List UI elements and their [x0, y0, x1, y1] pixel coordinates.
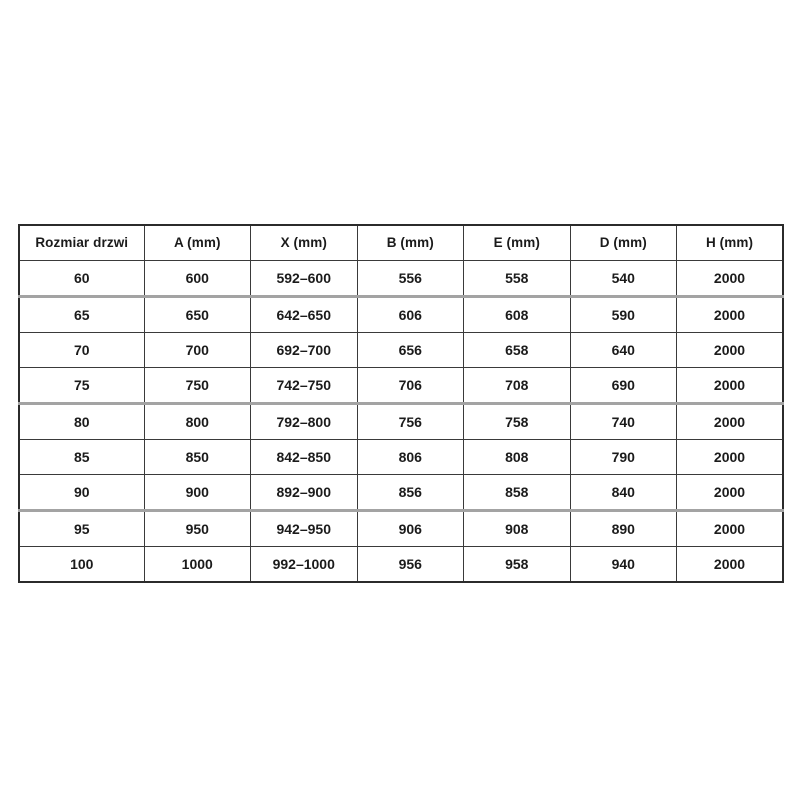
column-header-e: E (mm)	[463, 224, 571, 261]
cell-x: 642–650	[250, 296, 358, 333]
cell-a: 750	[143, 367, 251, 405]
cell-a: 850	[143, 439, 251, 475]
cell-x: 592–600	[250, 260, 358, 298]
cell-size: 80	[18, 403, 145, 440]
cell-x: 892–900	[250, 474, 358, 512]
column-header-size: Rozmiar drzwi	[18, 224, 145, 261]
cell-e: 658	[463, 332, 571, 368]
cell-x: 692–700	[250, 332, 358, 368]
cell-h: 2000	[676, 439, 784, 475]
cell-size: 70	[18, 332, 145, 368]
table-body: 60 600 592–600 556 558 540 2000 65 650 642–650 606…	[18, 260, 784, 583]
cell-b: 706	[356, 367, 464, 405]
table-row: 80 800 792–800 756 758 740 2000	[18, 403, 784, 440]
cell-size: 65	[18, 296, 145, 333]
cell-b: 956	[356, 546, 464, 583]
cell-e: 558	[463, 260, 571, 298]
cell-h: 2000	[676, 403, 784, 440]
cell-a: 800	[143, 403, 251, 440]
cell-e: 958	[463, 546, 571, 583]
column-header-a: A (mm)	[143, 224, 251, 261]
cell-d: 790	[569, 439, 677, 475]
cell-e: 608	[463, 296, 571, 333]
cell-x: 742–750	[250, 367, 358, 405]
cell-size: 95	[18, 510, 145, 547]
cell-h: 2000	[676, 260, 784, 298]
cell-a: 600	[143, 260, 251, 298]
column-header-d: D (mm)	[569, 224, 677, 261]
specification-table-container: Rozmiar drzwi A (mm) X (mm) B (mm) E (mm…	[18, 224, 784, 583]
table-row: 85 850 842–850 806 808 790 2000	[18, 439, 784, 475]
table-row: 60 600 592–600 556 558 540 2000	[18, 260, 784, 298]
table-header-row: Rozmiar drzwi A (mm) X (mm) B (mm) E (mm…	[18, 224, 784, 261]
cell-b: 906	[356, 510, 464, 547]
table-row: 75 750 742–750 706 708 690 2000	[18, 367, 784, 405]
cell-d: 940	[569, 546, 677, 583]
cell-b: 756	[356, 403, 464, 440]
column-header-h: H (mm)	[676, 224, 784, 261]
cell-x: 792–800	[250, 403, 358, 440]
cell-x: 842–850	[250, 439, 358, 475]
cell-a: 950	[143, 510, 251, 547]
cell-d: 590	[569, 296, 677, 333]
cell-d: 890	[569, 510, 677, 547]
cell-size: 60	[18, 260, 145, 298]
table-row: 95 950 942–950 906 908 890 2000	[18, 510, 784, 547]
cell-d: 640	[569, 332, 677, 368]
cell-b: 556	[356, 260, 464, 298]
table-row: 100 1000 992–1000 956 958 940 2000	[18, 546, 784, 583]
table-row: 70 700 692–700 656 658 640 2000	[18, 332, 784, 368]
cell-e: 908	[463, 510, 571, 547]
cell-a: 900	[143, 474, 251, 512]
cell-size: 100	[18, 546, 145, 583]
cell-x: 942–950	[250, 510, 358, 547]
cell-size: 85	[18, 439, 145, 475]
table-row: 65 650 642–650 606 608 590 2000	[18, 296, 784, 333]
door-size-specification-table: Rozmiar drzwi A (mm) X (mm) B (mm) E (mm…	[18, 224, 784, 583]
cell-e: 858	[463, 474, 571, 512]
column-header-x: X (mm)	[250, 224, 358, 261]
cell-d: 840	[569, 474, 677, 512]
table-row: 90 900 892–900 856 858 840 2000	[18, 474, 784, 512]
cell-h: 2000	[676, 367, 784, 405]
cell-d: 540	[569, 260, 677, 298]
cell-a: 650	[143, 296, 251, 333]
column-header-b: B (mm)	[356, 224, 464, 261]
cell-d: 690	[569, 367, 677, 405]
table-header: Rozmiar drzwi A (mm) X (mm) B (mm) E (mm…	[18, 224, 784, 261]
cell-size: 75	[18, 367, 145, 405]
cell-a: 1000	[143, 546, 251, 583]
cell-h: 2000	[676, 546, 784, 583]
cell-b: 806	[356, 439, 464, 475]
cell-b: 856	[356, 474, 464, 512]
cell-e: 808	[463, 439, 571, 475]
cell-h: 2000	[676, 474, 784, 512]
cell-b: 656	[356, 332, 464, 368]
cell-h: 2000	[676, 510, 784, 547]
cell-h: 2000	[676, 296, 784, 333]
cell-a: 700	[143, 332, 251, 368]
cell-e: 758	[463, 403, 571, 440]
cell-size: 90	[18, 474, 145, 512]
cell-d: 740	[569, 403, 677, 440]
cell-x: 992–1000	[250, 546, 358, 583]
cell-e: 708	[463, 367, 571, 405]
cell-b: 606	[356, 296, 464, 333]
cell-h: 2000	[676, 332, 784, 368]
